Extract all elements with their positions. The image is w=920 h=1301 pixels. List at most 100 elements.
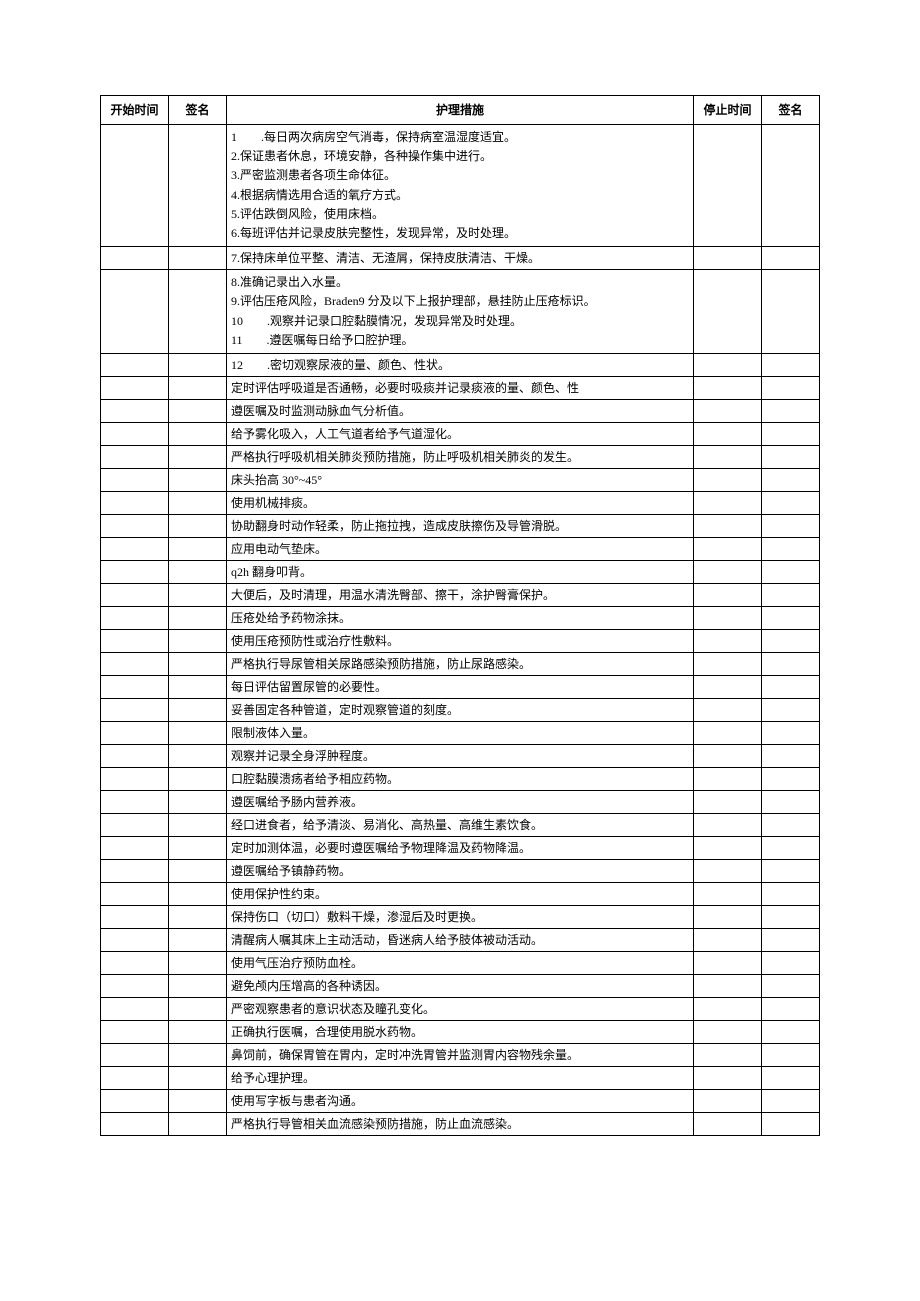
cell-stop-time [694, 951, 762, 974]
cell-sign1 [169, 859, 227, 882]
cell-sign1 [169, 125, 227, 247]
cell-sign1 [169, 606, 227, 629]
cell-sign2 [762, 836, 820, 859]
cell-sign1 [169, 629, 227, 652]
table-row: 遵医嘱及时监测动脉血气分析值。 [101, 399, 820, 422]
cell-start-time [101, 698, 169, 721]
cell-start-time [101, 928, 169, 951]
cell-sign2 [762, 606, 820, 629]
cell-sign2 [762, 744, 820, 767]
table-row: 压疮处给予药物涂抹。 [101, 606, 820, 629]
cell-stop-time [694, 583, 762, 606]
table-row: 使用写字板与患者沟通。 [101, 1089, 820, 1112]
cell-sign1 [169, 1043, 227, 1066]
table-row: q2h 翻身叩背。 [101, 560, 820, 583]
cell-measure: 7.保持床单位平整、清洁、无渣屑，保持皮肤清洁、干燥。 [227, 247, 694, 270]
cell-stop-time [694, 247, 762, 270]
cell-start-time [101, 721, 169, 744]
header-stop-time: 停止时间 [694, 96, 762, 125]
cell-measure: 避免颅内压增高的各种诱因。 [227, 974, 694, 997]
cell-sign2 [762, 1066, 820, 1089]
cell-sign2 [762, 247, 820, 270]
cell-measure: 定时评估呼吸道是否通畅，必要时吸痰并记录痰液的量、颜色、性 [227, 376, 694, 399]
cell-sign2 [762, 491, 820, 514]
cell-stop-time [694, 721, 762, 744]
table-row: 口腔黏膜溃疡者给予相应药物。 [101, 767, 820, 790]
cell-measure: 8.准确记录出入水量。 9.评估压疮风险，Braden9 分及以下上报护理部，悬… [227, 270, 694, 354]
cell-sign1 [169, 1089, 227, 1112]
cell-sign1 [169, 376, 227, 399]
cell-sign1 [169, 270, 227, 354]
cell-start-time [101, 353, 169, 376]
header-measure: 护理措施 [227, 96, 694, 125]
cell-measure: 定时加测体温，必要时遵医嘱给予物理降温及药物降温。 [227, 836, 694, 859]
cell-measure: 经口进食者，给予清淡、易消化、高热量、高维生素饮食。 [227, 813, 694, 836]
header-sign2: 签名 [762, 96, 820, 125]
cell-stop-time [694, 422, 762, 445]
cell-start-time [101, 859, 169, 882]
cell-sign1 [169, 422, 227, 445]
cell-start-time [101, 247, 169, 270]
cell-sign2 [762, 767, 820, 790]
cell-start-time [101, 974, 169, 997]
cell-sign1 [169, 537, 227, 560]
cell-stop-time [694, 468, 762, 491]
cell-sign2 [762, 445, 820, 468]
table-row: 使用保护性约束。 [101, 882, 820, 905]
cell-sign2 [762, 1089, 820, 1112]
table-body: 1 .每日两次病房空气消毒，保持病室温湿度适宜。 2.保证患者休息，环境安静，各… [101, 125, 820, 1136]
cell-measure: 应用电动气垫床。 [227, 537, 694, 560]
cell-measure: 遵医嘱给予镇静药物。 [227, 859, 694, 882]
cell-stop-time [694, 1020, 762, 1043]
cell-stop-time [694, 560, 762, 583]
cell-sign2 [762, 422, 820, 445]
cell-start-time [101, 1089, 169, 1112]
cell-sign2 [762, 905, 820, 928]
table-row: 限制液体入量。 [101, 721, 820, 744]
cell-sign1 [169, 514, 227, 537]
cell-stop-time [694, 399, 762, 422]
cell-sign1 [169, 997, 227, 1020]
table-row: 使用压疮预防性或治疗性敷料。 [101, 629, 820, 652]
table-row: 严密观察患者的意识状态及瞳孔变化。 [101, 997, 820, 1020]
table-row: 1 .每日两次病房空气消毒，保持病室温湿度适宜。 2.保证患者休息，环境安静，各… [101, 125, 820, 247]
table-row: 定时评估呼吸道是否通畅，必要时吸痰并记录痰液的量、颜色、性 [101, 376, 820, 399]
table-row: 清醒病人嘱其床上主动活动，昏迷病人给予肢体被动活动。 [101, 928, 820, 951]
cell-start-time [101, 813, 169, 836]
cell-stop-time [694, 629, 762, 652]
cell-start-time [101, 997, 169, 1020]
table-row: 严格执行导管相关血流感染预防措施，防止血流感染。 [101, 1112, 820, 1135]
cell-sign1 [169, 928, 227, 951]
cell-sign2 [762, 721, 820, 744]
table-row: 严格执行呼吸机相关肺炎预防措施，防止呼吸机相关肺炎的发生。 [101, 445, 820, 468]
cell-start-time [101, 560, 169, 583]
cell-stop-time [694, 905, 762, 928]
table-row: 每日评估留置尿管的必要性。 [101, 675, 820, 698]
cell-sign2 [762, 514, 820, 537]
cell-sign1 [169, 813, 227, 836]
table-row: 8.准确记录出入水量。 9.评估压疮风险，Braden9 分及以下上报护理部，悬… [101, 270, 820, 354]
cell-measure: 严格执行导管相关血流感染预防措施，防止血流感染。 [227, 1112, 694, 1135]
cell-sign2 [762, 376, 820, 399]
cell-start-time [101, 606, 169, 629]
cell-sign1 [169, 560, 227, 583]
cell-stop-time [694, 974, 762, 997]
cell-stop-time [694, 836, 762, 859]
cell-stop-time [694, 537, 762, 560]
table-row: 正确执行医嘱，合理使用脱水药物。 [101, 1020, 820, 1043]
cell-sign1 [169, 652, 227, 675]
cell-sign1 [169, 905, 227, 928]
cell-sign1 [169, 445, 227, 468]
cell-sign2 [762, 583, 820, 606]
table-row: 给予雾化吸入，人工气道者给予气道湿化。 [101, 422, 820, 445]
table-row: 保持伤口（切口）敷料干燥，渗湿后及时更换。 [101, 905, 820, 928]
table-header-row: 开始时间 签名 护理措施 停止时间 签名 [101, 96, 820, 125]
cell-stop-time [694, 1043, 762, 1066]
cell-stop-time [694, 790, 762, 813]
cell-sign2 [762, 468, 820, 491]
cell-measure: 使用压疮预防性或治疗性敷料。 [227, 629, 694, 652]
cell-start-time [101, 537, 169, 560]
cell-start-time [101, 629, 169, 652]
table-row: 经口进食者，给予清淡、易消化、高热量、高维生素饮食。 [101, 813, 820, 836]
cell-stop-time [694, 1066, 762, 1089]
